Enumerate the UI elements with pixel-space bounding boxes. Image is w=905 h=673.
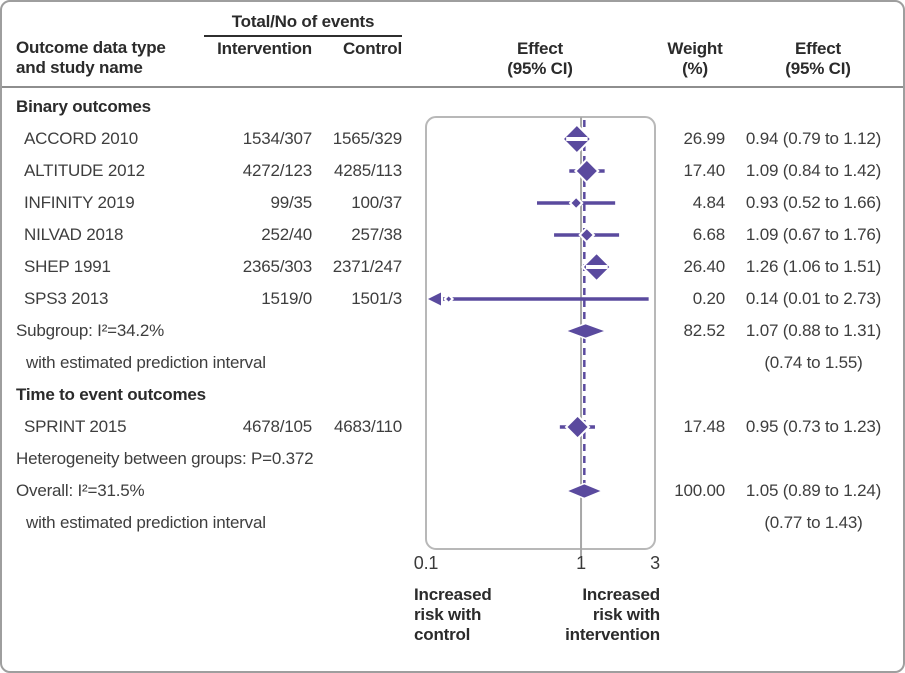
control-events-cell: 1501/3	[351, 289, 402, 308]
plot-frame	[425, 116, 656, 550]
intervention-events-cell: 1519/0	[261, 289, 312, 308]
effect-text-column-header: Effect (95% CI)	[785, 39, 851, 78]
study-name-cell: SPRINT 2015	[24, 417, 127, 436]
effect-ci-cell: 1.09 (0.67 to 1.76)	[745, 225, 882, 244]
effect-ci-cell: 0.14 (0.01 to 2.73)	[745, 289, 882, 308]
study-point-diamond	[581, 251, 613, 283]
effect-ci-cell: 1.09 (0.84 to 1.42)	[745, 161, 882, 180]
intervention-events-cell: 4272/123	[242, 161, 313, 180]
effect-ci-cell: 1.05 (0.89 to 1.24)	[745, 481, 882, 500]
control-events-cell: 4285/113	[333, 161, 402, 180]
note-cell: with estimated prediction interval	[26, 513, 266, 532]
study-name-cell: SHEP 1991	[24, 257, 111, 276]
x-axis-tick-label: 1	[576, 553, 586, 573]
control-events-cell: 2371/247	[332, 257, 403, 276]
effect-ci-cell: 0.95 (0.73 to 1.23)	[745, 417, 882, 436]
study-name-cell: INFINITY 2019	[24, 193, 135, 212]
study-point-diamond	[564, 414, 591, 440]
events-header-underline	[204, 35, 402, 37]
summary-label-cell: Subgroup: I²=34.2%	[16, 321, 165, 340]
section-header: Binary outcomes	[16, 97, 151, 116]
intervention-events-cell: 1534/307	[242, 129, 313, 148]
weight-cell: 26.99	[683, 129, 725, 148]
x-axis-tick-label: 3	[650, 553, 660, 573]
effect-ci-cell: 0.94 (0.79 to 1.12)	[745, 129, 882, 148]
ci-stripe	[566, 137, 588, 141]
section-header: Time to event outcomes	[16, 385, 206, 404]
control-events-cell: 1565/329	[332, 129, 403, 148]
study-name-cell: SPS3 2013	[24, 289, 109, 308]
effect-ci-cell: 0.93 (0.52 to 1.66)	[745, 193, 882, 212]
study-name-cell: NILVAD 2018	[24, 225, 124, 244]
control-events-cell: 257/38	[351, 225, 402, 244]
study-point-diamond	[578, 226, 596, 244]
weight-cell: 26.40	[683, 257, 725, 276]
header-separator	[2, 86, 903, 88]
effect-ci-cell: 1.26 (1.06 to 1.51)	[745, 257, 882, 276]
study-name-cell: ACCORD 2010	[24, 129, 139, 148]
intervention-events-cell: 4678/105	[242, 417, 313, 436]
pooled-diamond	[564, 482, 605, 500]
study-column-header: Outcome data type and study name	[16, 38, 166, 77]
weight-cell: 0.20	[692, 289, 725, 308]
study-point-diamond	[573, 158, 600, 184]
weight-cell: 17.48	[683, 417, 725, 436]
axis-label-intervention: Increased risk with intervention	[565, 585, 660, 644]
control-column-header: Control	[342, 39, 402, 58]
intervention-events-cell: 2365/303	[242, 257, 313, 276]
effect-ci-cell: (0.77 to 1.43)	[764, 513, 863, 532]
effect-ci-cell: (0.74 to 1.55)	[764, 353, 863, 372]
weight-column-header: Weight (%)	[667, 39, 723, 78]
ci-stripe	[585, 265, 608, 269]
intervention-column-header: Intervention	[217, 39, 312, 58]
intervention-events-cell: 99/35	[270, 193, 312, 212]
weight-cell: 82.52	[683, 321, 725, 340]
control-events-cell: 4683/110	[333, 417, 402, 436]
note-cell: with estimated prediction interval	[26, 353, 266, 372]
note-cell: Heterogeneity between groups: P=0.372	[16, 449, 314, 468]
intervention-events-cell: 252/40	[261, 225, 312, 244]
control-events-cell: 100/37	[351, 193, 402, 212]
weight-cell: 17.40	[683, 161, 725, 180]
effect-plot-column-header: Effect (95% CI)	[507, 39, 573, 78]
weight-cell: 4.84	[692, 193, 725, 212]
study-point-diamond	[561, 123, 593, 155]
pooled-diamond	[563, 322, 609, 340]
study-point-diamond	[568, 195, 584, 211]
summary-label-cell: Overall: I²=31.5%	[16, 481, 145, 500]
offscale-arrow-icon	[428, 292, 441, 306]
weight-cell: 6.68	[692, 225, 725, 244]
axis-label-control: Increased risk with control	[414, 585, 492, 644]
x-axis-tick-label: 0.1	[413, 553, 439, 573]
effect-ci-cell: 1.07 (0.88 to 1.31)	[745, 321, 882, 340]
study-name-cell: ALTITUDE 2012	[24, 161, 145, 180]
study-point-diamond	[443, 293, 455, 305]
events-header-label: Total/No of events	[231, 12, 375, 31]
weight-cell: 100.00	[674, 481, 725, 500]
